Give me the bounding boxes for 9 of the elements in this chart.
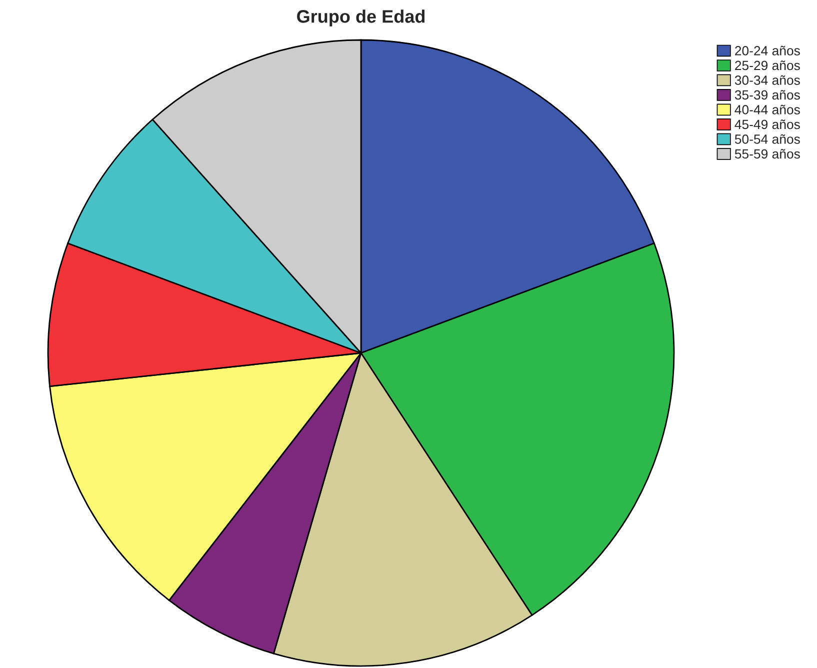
legend-label: 55-59 años (734, 149, 800, 159)
legend-label: 20-24 años (735, 46, 800, 56)
chart-title: Grupo de Edad (297, 10, 425, 26)
legend-label: 40-44 años (734, 104, 800, 114)
legend-label: 25-29 años (735, 60, 800, 70)
legend-label: 50-54 años (734, 134, 800, 144)
legend-label: 30-34 años (734, 75, 800, 85)
legend-label: 35-39 años (734, 90, 800, 100)
legend-label: 45-49 años (734, 120, 800, 130)
